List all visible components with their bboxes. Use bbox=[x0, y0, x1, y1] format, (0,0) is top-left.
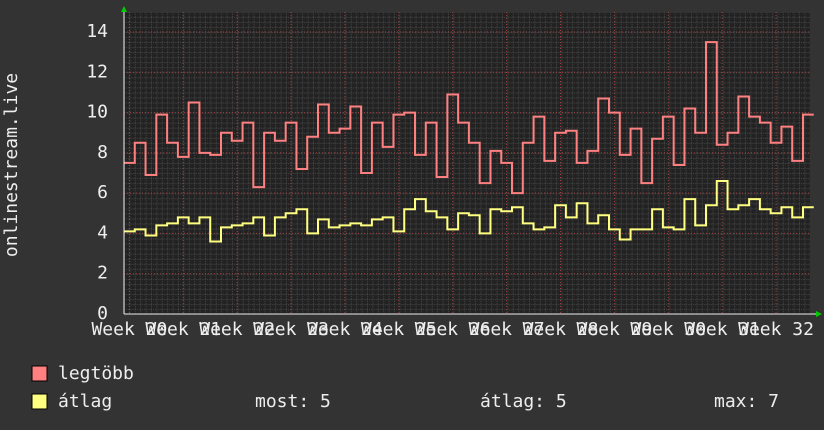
axis-arrow bbox=[121, 6, 127, 12]
y-axis-label: onlinestream.live bbox=[1, 73, 22, 257]
x-tick-label: Week 25 bbox=[361, 319, 437, 340]
y-tick-label: 4 bbox=[97, 222, 108, 243]
plot-area bbox=[124, 12, 810, 314]
x-tick-label: Week 24 bbox=[307, 319, 383, 340]
x-tick-label: Week 31 bbox=[684, 319, 760, 340]
x-tick-label: Week 30 bbox=[630, 319, 706, 340]
stats: most: 5 átlag: 5 max: 7 bbox=[255, 391, 779, 412]
series-line bbox=[124, 41, 814, 195]
y-tick-label: 10 bbox=[86, 102, 108, 123]
y-tick-label: 12 bbox=[86, 61, 108, 82]
x-tick-label: Week 29 bbox=[576, 319, 652, 340]
y-tick-label: 0 bbox=[97, 303, 108, 324]
y-tick-label: 14 bbox=[86, 21, 108, 42]
y-tick-label: 8 bbox=[97, 142, 108, 163]
y-tick-label: 6 bbox=[97, 182, 108, 203]
legend-label: legtöbb bbox=[58, 363, 134, 384]
axis-arrow bbox=[816, 311, 822, 317]
legend-label: átlag bbox=[58, 391, 112, 412]
x-tick-label: Week 26 bbox=[415, 319, 491, 340]
legend-swatch bbox=[31, 393, 48, 410]
y-tick-label: 2 bbox=[97, 263, 108, 284]
stat: átlag: 5 bbox=[480, 391, 567, 412]
legend-swatch bbox=[31, 365, 48, 382]
x-tick-label: Week 28 bbox=[523, 319, 599, 340]
x-tick-label: Week 22 bbox=[199, 319, 275, 340]
x-tick-label: Week 23 bbox=[253, 319, 329, 340]
stat: max: 7 bbox=[714, 391, 779, 412]
series-line bbox=[124, 180, 814, 243]
x-tick-label: Week 27 bbox=[469, 319, 545, 340]
x-tick-label: Week 21 bbox=[145, 319, 221, 340]
x-tick-label: Week 20 bbox=[91, 319, 167, 340]
x-tick-label: Week 32 bbox=[738, 319, 814, 340]
stat: most: 5 bbox=[255, 391, 331, 412]
